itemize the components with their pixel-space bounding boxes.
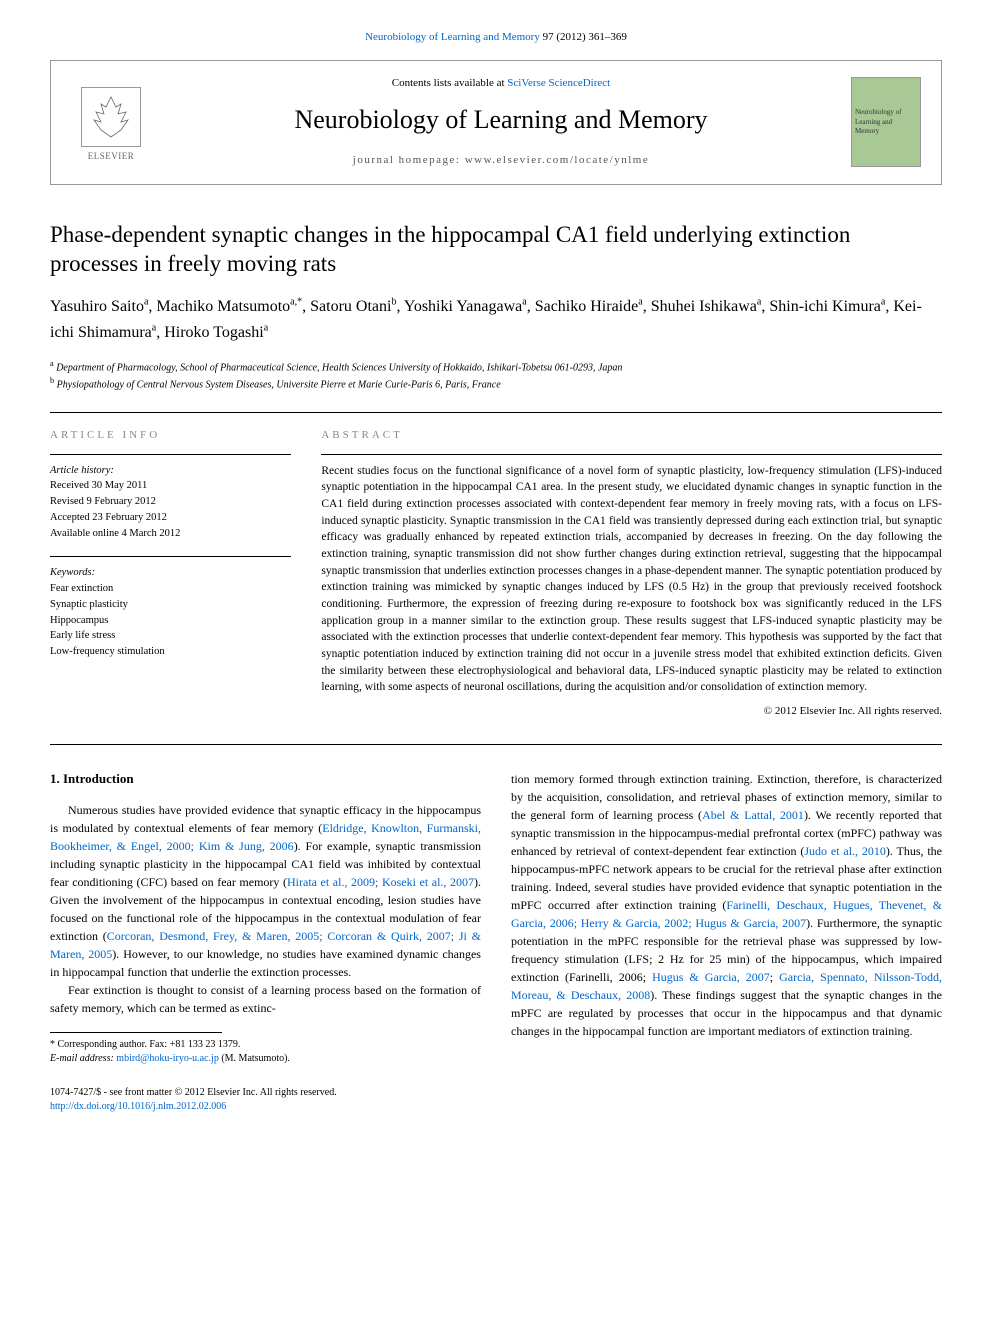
- bottom-info: 1074-7427/$ - see front matter © 2012 El…: [50, 1086, 942, 1114]
- publisher-logo-block: ELSEVIER: [71, 82, 151, 162]
- history-label: Article history:: [50, 463, 291, 479]
- keyword: Low-frequency stimulation: [50, 644, 291, 660]
- received-date: Received 30 May 2011: [50, 478, 291, 494]
- abstract-copyright: © 2012 Elsevier Inc. All rights reserved…: [321, 704, 942, 719]
- author: Machiko Matsumotoa,*: [156, 298, 302, 315]
- scidirect-link[interactable]: SciVerse ScienceDirect: [507, 77, 610, 89]
- corresponding-footnote: * Corresponding author. Fax: +81 133 23 …: [50, 1038, 481, 1066]
- abstract-text: Recent studies focus on the functional s…: [321, 454, 942, 696]
- top-citation: Neurobiology of Learning and Memory 97 (…: [50, 30, 942, 45]
- ref-link-5[interactable]: Judo et al., 2010: [804, 844, 886, 858]
- info-abstract-section: ARTICLE INFO Article history: Received 3…: [50, 412, 942, 719]
- corr-author: * Corresponding author. Fax: +81 133 23 …: [50, 1038, 481, 1052]
- author: Satoru Otanib: [310, 298, 396, 315]
- article-title: Phase-dependent synaptic changes in the …: [50, 220, 942, 280]
- header-center: Contents lists available at SciVerse Sci…: [151, 76, 851, 168]
- contents-line: Contents lists available at SciVerse Sci…: [151, 76, 851, 91]
- top-pages: 97 (2012) 361–369: [540, 31, 627, 43]
- abstract-col: ABSTRACT Recent studies focus on the fun…: [321, 428, 942, 719]
- footnote-separator: [50, 1032, 222, 1033]
- accepted-date: Accepted 23 February 2012: [50, 510, 291, 526]
- keyword: Fear extinction: [50, 581, 291, 597]
- intro-p1-cont: tion memory formed through extinction tr…: [511, 770, 942, 1040]
- body-text-right: tion memory formed through extinction tr…: [511, 770, 942, 1040]
- body-text-left: Numerous studies have provided evidence …: [50, 801, 481, 1017]
- author: Yasuhiro Saitoa: [50, 298, 148, 315]
- publisher-name: ELSEVIER: [88, 150, 135, 163]
- elsevier-tree-icon: [81, 87, 141, 147]
- homepage-url: www.elsevier.com/locate/ynlme: [465, 154, 650, 166]
- intro-p2: Fear extinction is thought to consist of…: [50, 981, 481, 1017]
- intro-p1: Numerous studies have provided evidence …: [50, 801, 481, 981]
- issn-line: 1074-7427/$ - see front matter © 2012 El…: [50, 1086, 942, 1100]
- article-info-header: ARTICLE INFO: [50, 428, 291, 443]
- affiliation: a Department of Pharmacology, School of …: [50, 358, 942, 375]
- affiliation: b Physiopathology of Central Nervous Sys…: [50, 375, 942, 392]
- affiliations: a Department of Pharmacology, School of …: [50, 358, 942, 393]
- online-date: Available online 4 March 2012: [50, 526, 291, 542]
- ref-link-2[interactable]: Hirata et al., 2009; Koseki et al., 2007: [287, 875, 474, 889]
- email-link[interactable]: mbird@hoku-iryo-u.ac.jp: [116, 1053, 219, 1064]
- keyword: Early life stress: [50, 628, 291, 644]
- body-col-left: 1. Introduction Numerous studies have pr…: [50, 770, 481, 1065]
- journal-cover-thumb: Neurobiology of Learning and Memory: [851, 77, 921, 167]
- intro-heading: 1. Introduction: [50, 770, 481, 788]
- doi-link[interactable]: http://dx.doi.org/10.1016/j.nlm.2012.02.…: [50, 1101, 226, 1112]
- author: Shuhei Ishikawaa: [651, 298, 762, 315]
- journal-name: Neurobiology of Learning and Memory: [151, 102, 851, 138]
- top-journal-link[interactable]: Neurobiology of Learning and Memory: [365, 31, 540, 43]
- revised-date: Revised 9 February 2012: [50, 494, 291, 510]
- homepage-prefix: journal homepage:: [353, 154, 465, 166]
- homepage-line: journal homepage: www.elsevier.com/locat…: [151, 153, 851, 168]
- body-col-right: tion memory formed through extinction tr…: [511, 770, 942, 1065]
- author: Yoshiki Yanagawaa: [404, 298, 527, 315]
- authors-list: Yasuhiro Saitoa, Machiko Matsumotoa,*, S…: [50, 294, 942, 345]
- keywords-block: Keywords: Fear extinctionSynaptic plasti…: [50, 556, 291, 660]
- author: Shin-ichi Kimuraa: [769, 298, 885, 315]
- author: Sachiko Hiraidea: [535, 298, 643, 315]
- corr-email-line: E-mail address: mbird@hoku-iryo-u.ac.jp …: [50, 1052, 481, 1066]
- author: Hiroko Togashia: [164, 324, 268, 341]
- journal-header: ELSEVIER Contents lists available at Sci…: [50, 60, 942, 184]
- keywords-label: Keywords:: [50, 565, 291, 581]
- article-info-col: ARTICLE INFO Article history: Received 3…: [50, 428, 291, 719]
- contents-prefix: Contents lists available at: [392, 77, 507, 89]
- body-columns: 1. Introduction Numerous studies have pr…: [50, 770, 942, 1065]
- keyword: Synaptic plasticity: [50, 597, 291, 613]
- keyword: Hippocampus: [50, 613, 291, 629]
- ref-link-7[interactable]: Hugus & Garcia, 2007: [652, 970, 770, 984]
- ref-link-4[interactable]: Abel & Lattal, 2001: [702, 808, 804, 822]
- abstract-header: ABSTRACT: [321, 428, 942, 443]
- history-block: Article history: Received 30 May 2011 Re…: [50, 454, 291, 542]
- section-divider: [50, 744, 942, 745]
